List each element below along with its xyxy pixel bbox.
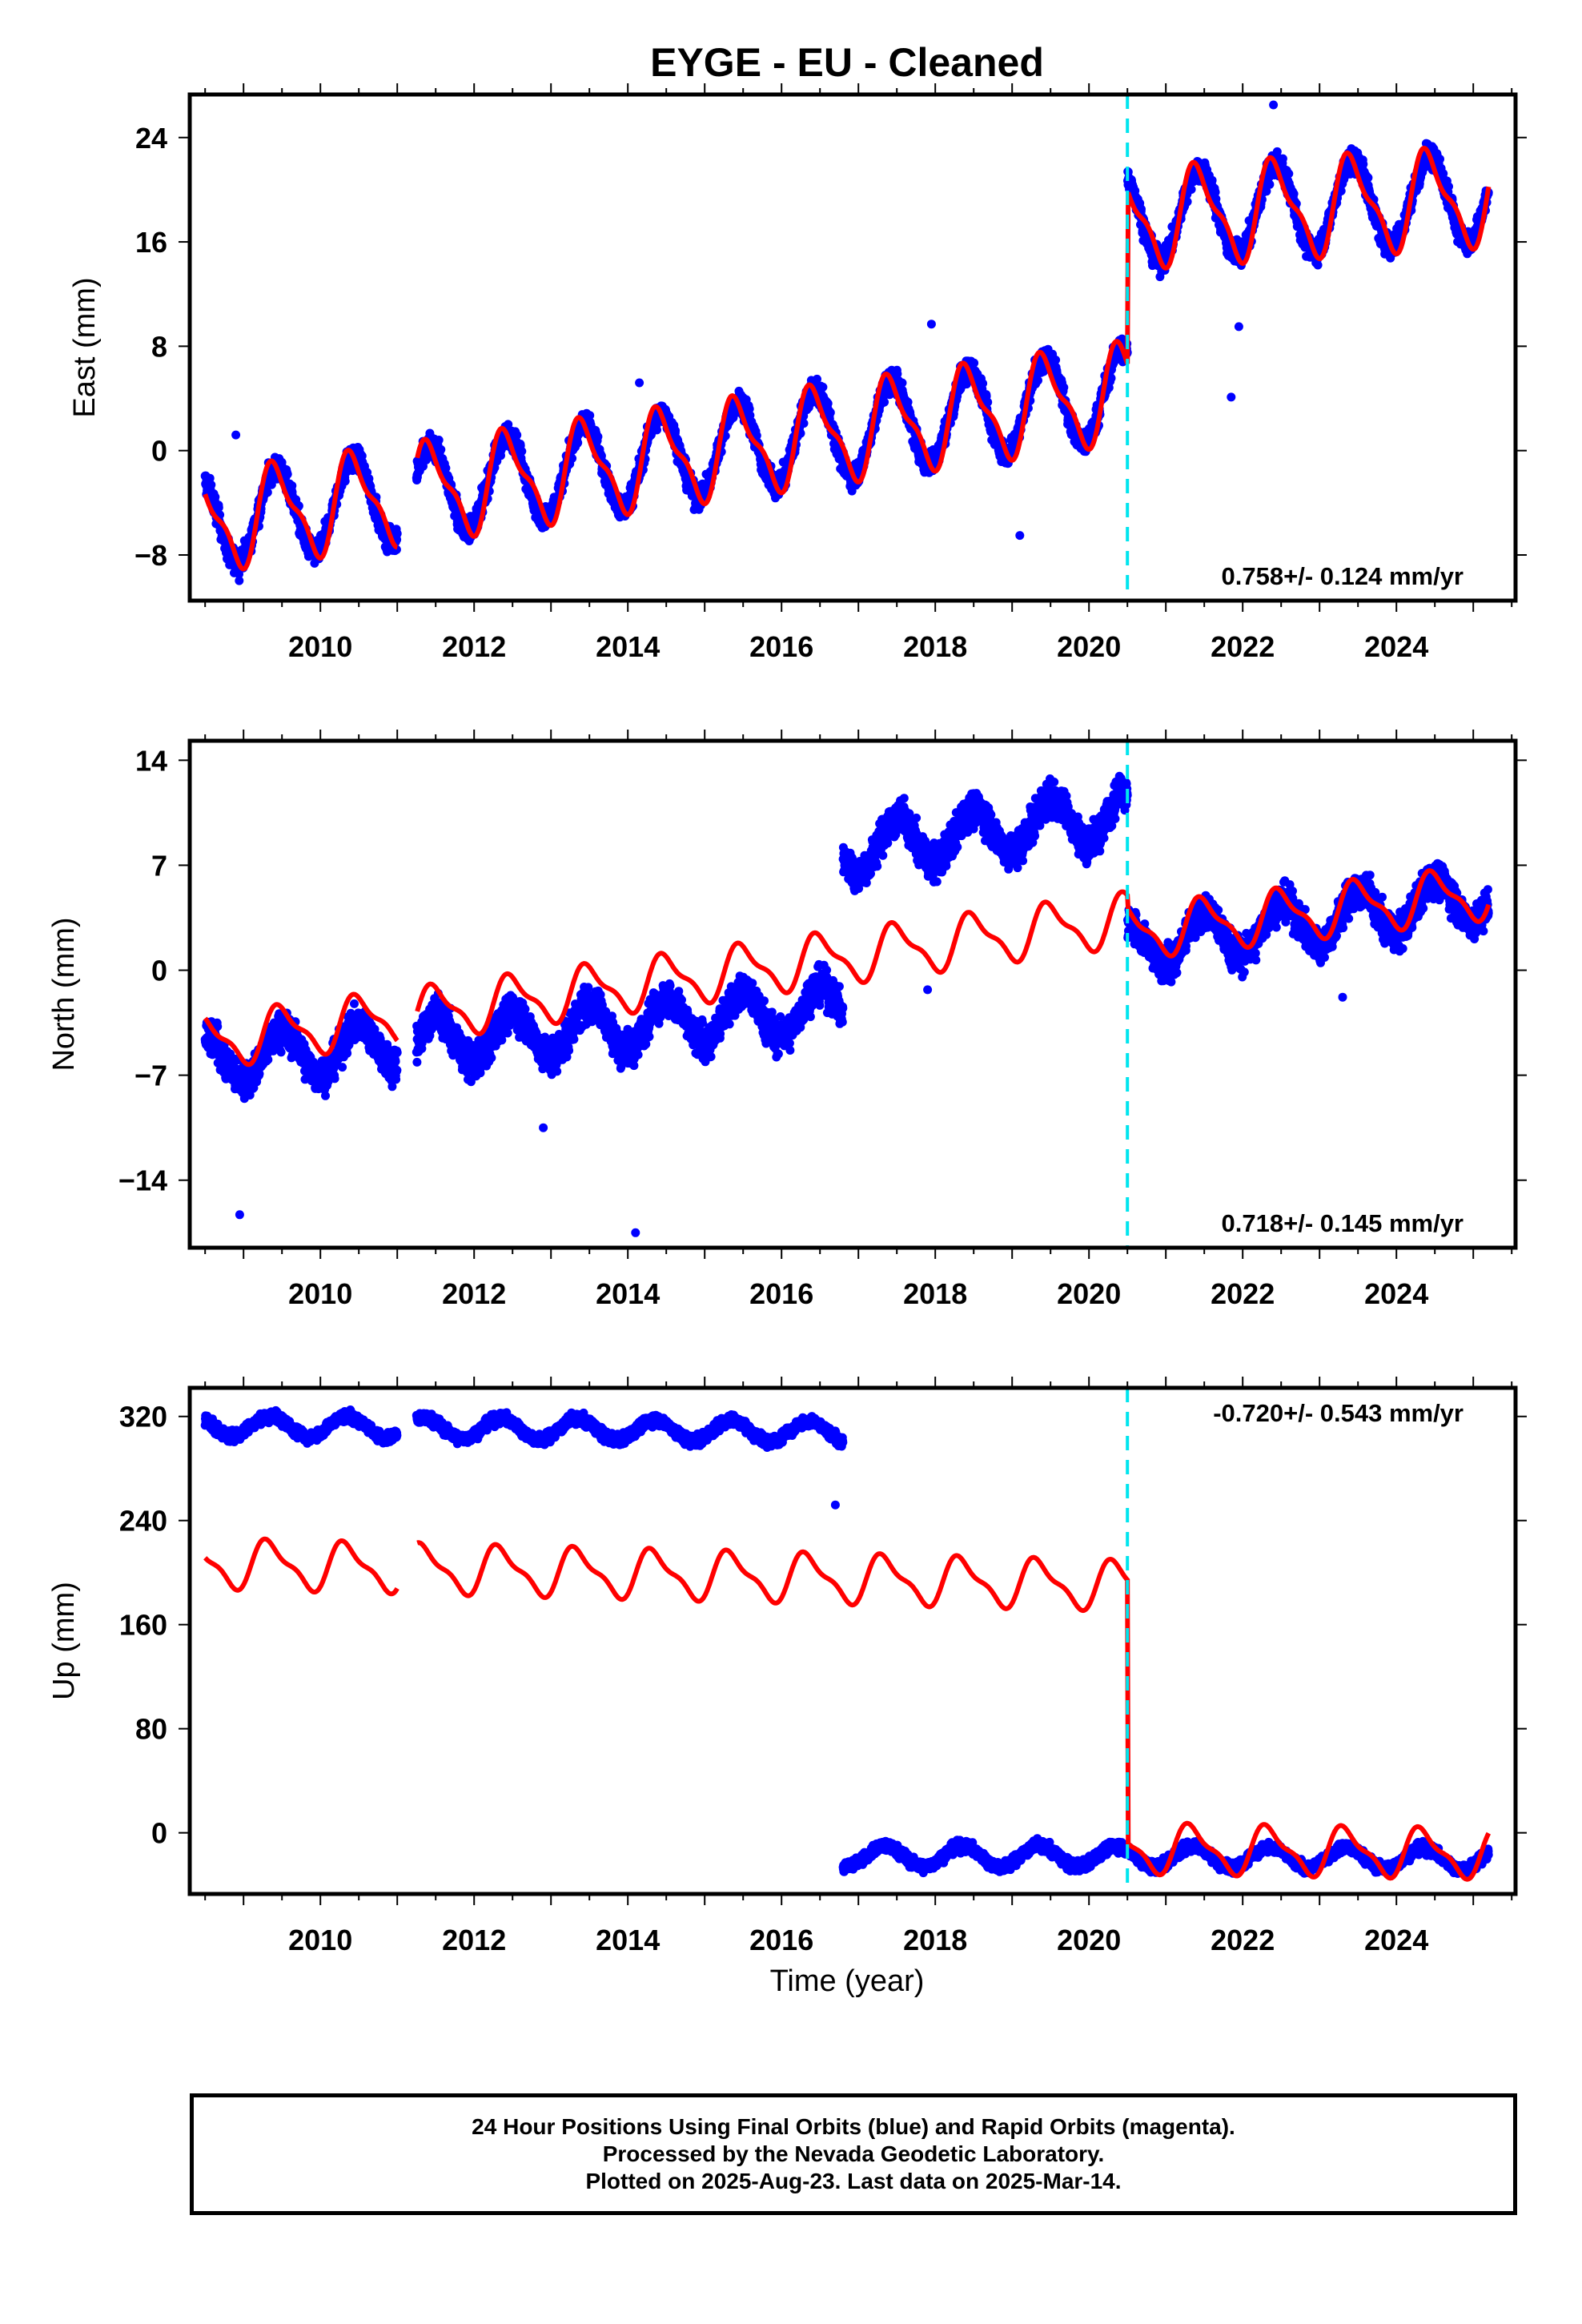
- data-point: [671, 426, 681, 436]
- data-point: [1137, 204, 1146, 214]
- data-point: [652, 425, 661, 435]
- data-point: [903, 397, 913, 407]
- data-point: [340, 476, 350, 486]
- east-panel: 2010 2012 2014 2016 2018 2020 2022 2024−8081624…: [68, 83, 1527, 663]
- data-point: [436, 444, 446, 454]
- data-point: [893, 369, 902, 379]
- data-point: [207, 480, 216, 489]
- data-point: [267, 480, 276, 489]
- data-point: [818, 382, 828, 392]
- data-point: [517, 447, 527, 456]
- data-point: [211, 493, 220, 502]
- data-point: [1284, 169, 1294, 179]
- east-plot-area: [200, 100, 1493, 585]
- data-point: [1313, 260, 1323, 270]
- data-point: [1278, 154, 1287, 163]
- data-point: [745, 404, 754, 414]
- data-point: [1039, 367, 1049, 376]
- chart-title: EYGE - EU - Cleaned: [650, 40, 1044, 85]
- data-point: [1106, 373, 1116, 383]
- data-point: [978, 379, 988, 388]
- data-point: [235, 576, 244, 585]
- data-point: [214, 503, 223, 513]
- east-data-points: [200, 100, 1493, 585]
- data-point: [568, 453, 577, 463]
- data-point: [983, 397, 993, 407]
- data-point: [434, 436, 444, 444]
- data-point: [897, 378, 907, 388]
- data-point: [752, 431, 761, 440]
- data-point: [799, 419, 809, 428]
- data-point: [573, 438, 583, 448]
- data-point: [970, 358, 979, 368]
- data-point: [287, 481, 297, 490]
- data-point: [283, 469, 292, 479]
- data-point: [825, 408, 835, 417]
- data-point: [512, 430, 522, 440]
- data-point: [1051, 356, 1061, 364]
- data-point: [1265, 179, 1275, 189]
- data-point: [1059, 383, 1069, 392]
- data-point: [1211, 187, 1220, 197]
- data-point: [880, 397, 889, 407]
- data-point: [1186, 185, 1196, 194]
- data-point: [1211, 194, 1221, 203]
- data-point: [813, 374, 821, 384]
- data-point: [1182, 197, 1192, 207]
- data-point: [205, 473, 215, 483]
- data-point: [263, 488, 272, 497]
- data-point: [1289, 189, 1299, 199]
- data-point: [1034, 376, 1042, 385]
- data-point: [823, 399, 833, 408]
- data-point: [585, 411, 595, 420]
- data-point: [392, 529, 402, 538]
- data-point: [441, 464, 451, 472]
- data-point: [593, 432, 603, 441]
